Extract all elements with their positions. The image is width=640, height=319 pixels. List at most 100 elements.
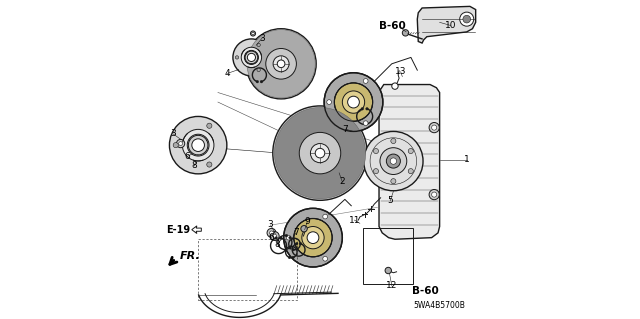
Circle shape (391, 179, 396, 184)
Text: 3: 3 (170, 130, 176, 138)
Circle shape (301, 226, 307, 232)
Circle shape (290, 123, 350, 183)
Circle shape (307, 232, 319, 243)
Circle shape (241, 47, 262, 68)
Circle shape (348, 96, 360, 108)
Text: 7: 7 (293, 228, 299, 237)
Circle shape (247, 30, 316, 98)
Circle shape (335, 83, 372, 121)
Text: 3: 3 (268, 220, 273, 229)
Circle shape (323, 214, 328, 219)
Circle shape (310, 144, 330, 163)
Circle shape (364, 121, 368, 125)
Circle shape (275, 237, 278, 239)
Text: 11: 11 (349, 216, 360, 225)
Circle shape (207, 123, 212, 128)
Circle shape (280, 113, 360, 193)
Circle shape (387, 154, 401, 168)
Text: 2: 2 (339, 177, 345, 186)
Circle shape (277, 60, 285, 68)
Text: 5WA4B5700B: 5WA4B5700B (413, 301, 465, 310)
Circle shape (365, 108, 368, 110)
Circle shape (463, 15, 470, 23)
Circle shape (250, 31, 255, 36)
Circle shape (252, 32, 254, 35)
Circle shape (408, 169, 413, 174)
Text: 6: 6 (269, 233, 275, 242)
Circle shape (302, 226, 324, 249)
Circle shape (246, 29, 316, 99)
Circle shape (255, 38, 307, 89)
Circle shape (364, 79, 368, 83)
Circle shape (277, 110, 363, 196)
Circle shape (323, 256, 328, 261)
Circle shape (280, 237, 282, 239)
Circle shape (296, 242, 298, 245)
Circle shape (292, 249, 294, 251)
Text: B-60: B-60 (412, 286, 438, 296)
Circle shape (431, 192, 436, 197)
Text: E-19: E-19 (166, 225, 190, 235)
Circle shape (385, 267, 392, 274)
Circle shape (300, 242, 302, 245)
Circle shape (429, 122, 439, 133)
Circle shape (292, 256, 294, 259)
Polygon shape (379, 85, 440, 239)
Circle shape (286, 235, 291, 240)
Circle shape (257, 43, 260, 47)
Text: 10: 10 (445, 21, 456, 30)
Circle shape (373, 169, 378, 174)
Circle shape (273, 106, 367, 200)
Circle shape (391, 138, 396, 144)
Circle shape (293, 126, 347, 180)
Circle shape (380, 148, 407, 174)
Circle shape (285, 234, 288, 237)
Circle shape (364, 131, 423, 191)
Circle shape (260, 80, 263, 83)
Circle shape (392, 83, 398, 89)
Circle shape (252, 35, 310, 93)
Circle shape (287, 120, 353, 187)
Circle shape (182, 129, 214, 161)
Circle shape (207, 162, 212, 167)
Circle shape (247, 53, 255, 62)
Circle shape (244, 50, 259, 64)
Circle shape (179, 142, 182, 145)
Text: 8: 8 (191, 161, 197, 170)
Text: 3: 3 (259, 34, 265, 43)
Circle shape (288, 256, 291, 259)
Text: 13: 13 (395, 67, 406, 76)
Circle shape (188, 134, 209, 156)
Circle shape (327, 100, 332, 104)
Text: 12: 12 (386, 281, 397, 290)
Circle shape (300, 132, 340, 174)
Text: 9: 9 (305, 217, 310, 226)
Circle shape (273, 56, 289, 72)
Text: B-60: B-60 (379, 20, 406, 31)
Circle shape (294, 219, 332, 257)
Circle shape (262, 45, 300, 83)
Circle shape (275, 108, 365, 199)
Circle shape (289, 247, 292, 249)
Text: 4: 4 (225, 69, 230, 78)
Polygon shape (417, 6, 476, 43)
Circle shape (257, 68, 260, 71)
Text: 8: 8 (274, 240, 280, 249)
Wedge shape (324, 73, 383, 131)
Circle shape (408, 149, 413, 154)
Circle shape (431, 125, 436, 130)
Text: 5: 5 (387, 197, 393, 205)
Circle shape (259, 41, 303, 86)
Circle shape (233, 39, 270, 76)
Circle shape (192, 139, 204, 152)
Circle shape (173, 143, 179, 148)
Bar (198, 239, 297, 300)
Circle shape (403, 30, 409, 36)
Circle shape (316, 148, 324, 158)
Circle shape (342, 91, 365, 113)
Polygon shape (192, 226, 202, 234)
Text: 6: 6 (185, 152, 191, 161)
Circle shape (390, 158, 397, 164)
Text: 1: 1 (464, 155, 470, 164)
Circle shape (170, 116, 227, 174)
